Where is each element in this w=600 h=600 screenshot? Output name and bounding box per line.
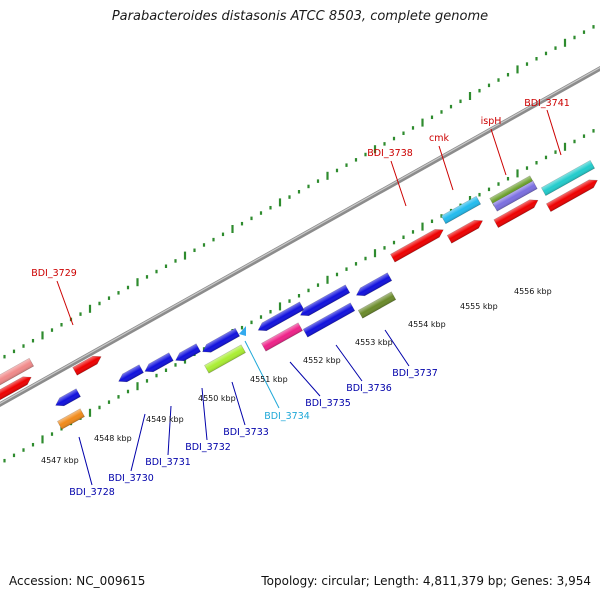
- accession-text: Accession: NC_009615: [9, 574, 146, 588]
- gene-label-bdi-3736: BDI_3736: [346, 383, 392, 394]
- gene-forward-edge-row2: [0, 357, 35, 387]
- gene-arrow-shade: [258, 301, 305, 331]
- gene-bdi-3737: [357, 291, 397, 319]
- gene-cmk: [446, 219, 484, 244]
- gene-arrow-shade: [390, 229, 444, 263]
- tick-rows: [3, 25, 595, 463]
- gene-features: [0, 159, 598, 430]
- gene-arrow-shade: [546, 179, 598, 212]
- gene-bdi-3738: [390, 229, 444, 263]
- leader-bdi-3738: [390, 160, 407, 207]
- gene-label-cmk: cmk: [429, 133, 449, 144]
- leader-bdi-3730: [130, 413, 146, 472]
- genome-backbone: [0, 66, 600, 407]
- gene-arrow-shade: [204, 344, 246, 374]
- gene-arrow-shade: [0, 376, 32, 403]
- leader-bdi-3736: [335, 344, 363, 382]
- gene-arrow-shade: [144, 352, 174, 372]
- gene-arrow-shade: [303, 302, 355, 338]
- gene-isph-row2-overlay: [492, 180, 538, 212]
- gene-bdi-3736: [302, 302, 356, 338]
- gene-arrow-shade: [55, 388, 81, 406]
- leader-bdi-3737: [384, 329, 410, 367]
- gene-label-bdi-3741: BDI_3741: [524, 98, 570, 109]
- gene-bdi-3737-upper: [355, 272, 393, 297]
- gene-bdi-3728: [55, 388, 81, 407]
- gene-bdi-3741-row2: [540, 159, 596, 197]
- leader-bdi-3731: [167, 405, 172, 456]
- scale-label: 4549 kbp: [146, 415, 184, 424]
- gene-arrow-shade: [493, 199, 538, 228]
- leader-cmk: [438, 145, 454, 191]
- leader-bdi-3729: [56, 280, 74, 326]
- gene-labels: BDI_3729 BDI_3738 cmk ispH BDI_3741 BDI_3728 B…: [31, 98, 570, 498]
- gene-isph: [493, 199, 539, 229]
- leader-bdi-3735: [289, 361, 321, 397]
- gene-label-bdi-3733: BDI_3733: [223, 427, 269, 438]
- gene-arrow-shade: [489, 175, 535, 207]
- gene-label-bdi-3731: BDI_3731: [145, 457, 191, 468]
- leader-bdi-3741: [546, 109, 562, 156]
- gene-bdi-3733-upper: [202, 327, 241, 353]
- scale-label: 4556 kbp: [514, 287, 552, 296]
- gene-cmk-row2: [440, 195, 482, 225]
- gene-label-bdi-3730: BDI_3730: [108, 473, 154, 484]
- gene-bdi-3741: [545, 179, 598, 213]
- tick-row-upper: [3, 25, 595, 359]
- gene-label-bdi-3732: BDI_3732: [185, 442, 231, 453]
- scale-label: 4554 kbp: [408, 320, 446, 329]
- gene-bdi-3734: [239, 326, 246, 336]
- gene-arrow-shade: [57, 408, 85, 430]
- map-title: Parabacteroides distasonis ATCC 8503, co…: [111, 9, 489, 24]
- gene-bdi-3733: [204, 344, 246, 374]
- gene-arrow-shade: [492, 180, 538, 212]
- gene-bdi-3732: [175, 343, 201, 362]
- gene-bdi-3736-upper: [299, 284, 351, 317]
- leader-isph: [490, 128, 507, 176]
- gene-forward-edge: [0, 376, 32, 404]
- gene-label-bdi-3737: BDI_3737: [392, 368, 438, 379]
- scale-label: 4551 kbp: [250, 375, 288, 384]
- gene-bdi-3729: [72, 355, 102, 376]
- gene-arrow-shade: [447, 220, 483, 244]
- gene-bdi-3728-row2: [57, 408, 85, 430]
- genome-summary-text: Topology: circular; Length: 4,811,379 bp…: [261, 574, 591, 588]
- gene-label-bdi-3734: BDI_3734: [264, 411, 310, 422]
- scale-label: 4553 kbp: [355, 338, 393, 347]
- leader-bdi-3732: [201, 387, 208, 441]
- gene-bdi-3735-upper: [257, 301, 305, 332]
- backbone-highlight: [0, 66, 600, 405]
- gene-bdi-3731: [144, 352, 174, 373]
- gene-bdi-3730: [118, 364, 144, 383]
- gene-label-bdi-3735: BDI_3735: [305, 398, 351, 409]
- gene-label-isph: ispH: [481, 116, 502, 127]
- gene-arrow-shade: [300, 284, 350, 316]
- gene-arrow-shade: [72, 356, 102, 376]
- gene-arrow-shade: [118, 364, 144, 382]
- gene-arrow-shade: [0, 358, 34, 386]
- leader-bdi-3728: [78, 436, 93, 486]
- scale-label: 4547 kbp: [41, 456, 79, 465]
- gene-arrow-shade: [541, 160, 595, 196]
- scale-label: 4550 kbp: [198, 394, 236, 403]
- scale-labels: 4547 kbp 4548 kbp 4549 kbp 4550 kbp 4551 kbp…: [41, 287, 552, 465]
- backbone-line: [0, 66, 600, 407]
- gene-arrow-shade: [356, 272, 392, 296]
- gene-arrow-shade: [358, 291, 396, 319]
- gene-label-bdi-3729: BDI_3729: [31, 268, 77, 279]
- label-leaders: [56, 109, 562, 486]
- gene-arrow-shade: [175, 343, 201, 361]
- scale-label: 4555 kbp: [460, 302, 498, 311]
- gene-label-bdi-3738: BDI_3738: [367, 148, 413, 159]
- gene-arrow-shade: [202, 328, 240, 353]
- leader-bdi-3734: [244, 340, 280, 409]
- gene-arrow-shade: [261, 322, 303, 352]
- scale-label: 4552 kbp: [303, 356, 341, 365]
- gene-arrow-shade: [441, 196, 481, 224]
- gene-bdi-3735: [261, 322, 303, 352]
- leader-bdi-3733: [231, 381, 246, 426]
- gene-label-bdi-3728: BDI_3728: [69, 487, 115, 498]
- scale-label: 4548 kbp: [94, 434, 132, 443]
